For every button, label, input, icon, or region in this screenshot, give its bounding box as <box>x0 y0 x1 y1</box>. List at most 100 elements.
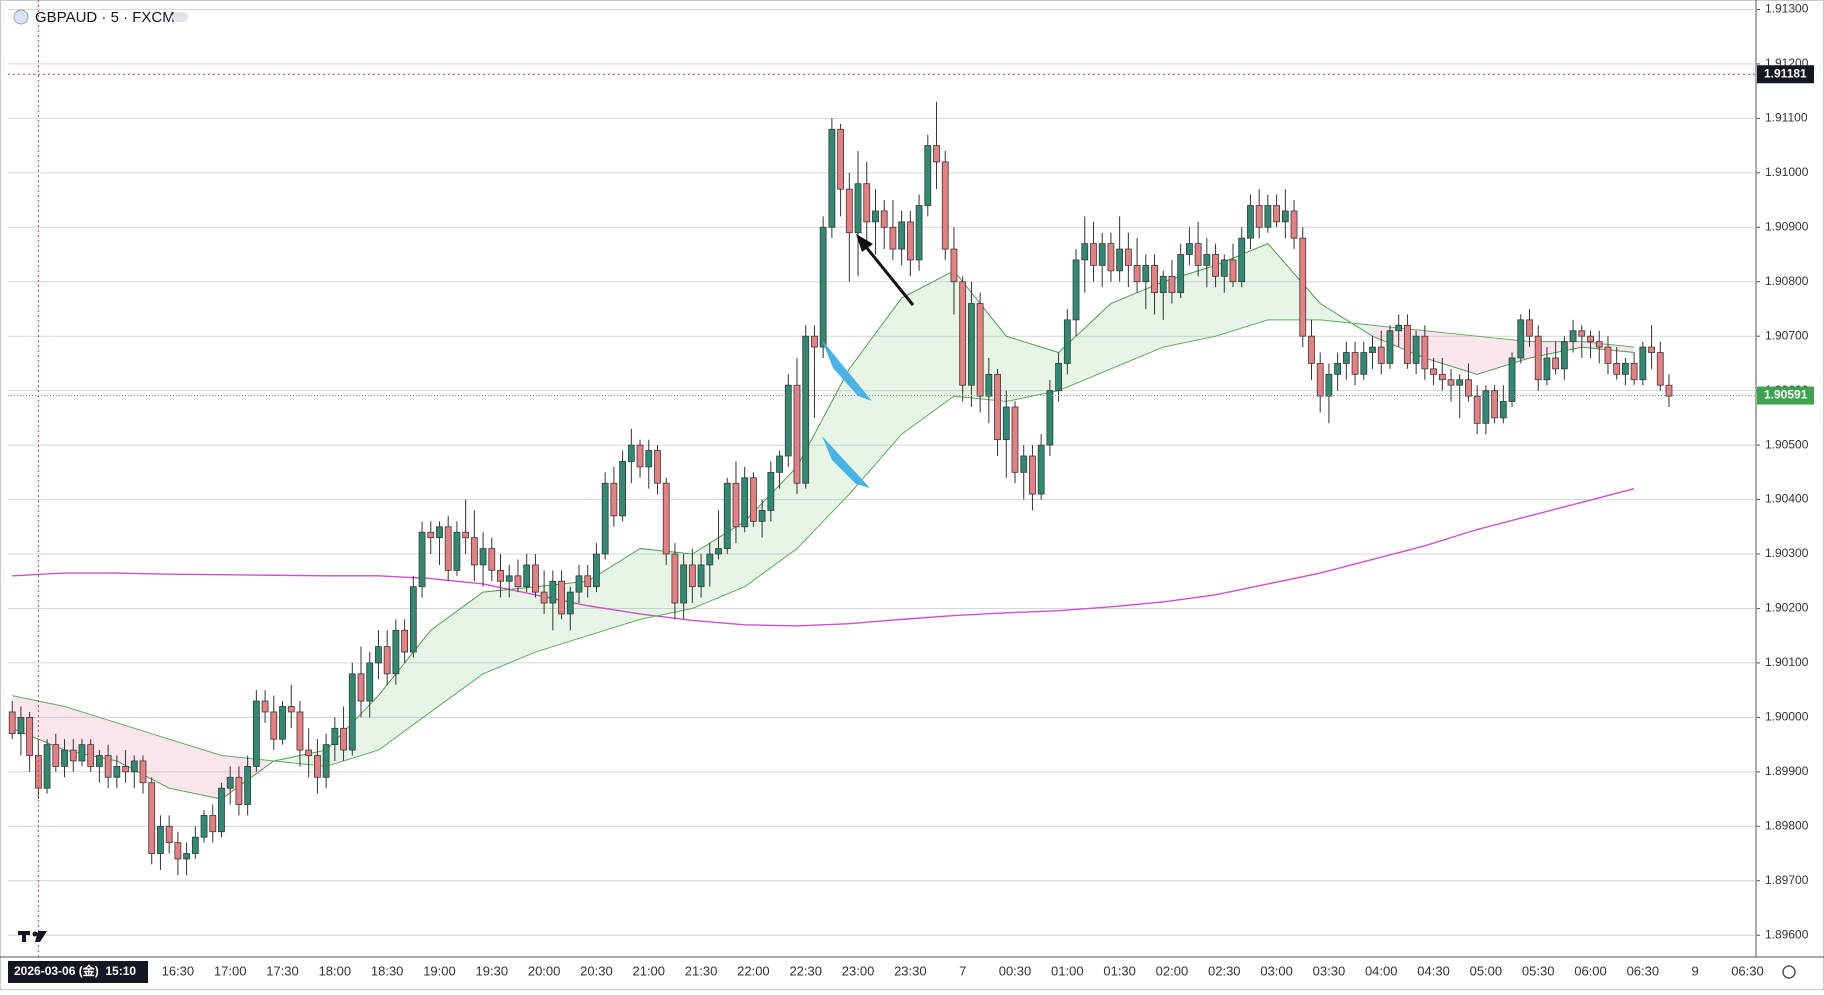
candle-body <box>584 575 592 588</box>
candle-body <box>1194 243 1202 266</box>
candle-body <box>985 373 993 397</box>
candle-body <box>1116 248 1124 272</box>
candle-body <box>87 744 95 767</box>
candle-body <box>593 553 600 588</box>
candle-body <box>383 646 391 675</box>
candle-body <box>418 531 426 588</box>
crosshair-time-box <box>8 961 148 983</box>
candle-body <box>427 531 435 539</box>
settings-icon[interactable] <box>1782 965 1796 979</box>
candle-body <box>1534 335 1542 381</box>
candle-body <box>732 482 740 528</box>
candle-body <box>375 646 382 664</box>
candle-body <box>540 591 548 604</box>
candle-body <box>1595 341 1603 348</box>
candle-body <box>793 384 801 484</box>
candle-body <box>654 450 661 484</box>
candle-body <box>279 706 286 740</box>
x-tick-label: 02:30 <box>1208 963 1241 978</box>
candle-body <box>715 548 722 555</box>
band-fill <box>1477 336 1530 375</box>
candle-body <box>174 842 182 860</box>
candle-body <box>392 629 400 675</box>
moving-average <box>12 319 1635 767</box>
candle-body <box>1063 319 1071 364</box>
candle-body <box>1473 395 1481 424</box>
x-tick-label: 17:30 <box>266 963 299 978</box>
candle-body <box>662 482 670 555</box>
candle-body <box>331 727 339 746</box>
candle-body <box>1665 384 1673 397</box>
candle-body <box>758 510 766 522</box>
y-tick-label: 1.89900 <box>1765 764 1809 778</box>
candle-body <box>863 183 871 223</box>
band-fill <box>64 706 117 761</box>
candle-body <box>1508 357 1516 402</box>
x-tick-label: 01:30 <box>1103 963 1136 978</box>
candle-body <box>741 477 749 528</box>
logo-part <box>35 931 47 942</box>
candle-body <box>601 482 609 555</box>
candle-body <box>750 477 757 522</box>
candle-body <box>968 303 975 386</box>
candle-body <box>409 586 417 653</box>
candle-body <box>191 836 199 854</box>
candle-body <box>924 145 932 206</box>
y-tick-label: 1.91300 <box>1765 2 1809 16</box>
x-tick-label: 21:00 <box>632 963 665 978</box>
candle-body <box>688 564 696 588</box>
candle-body <box>845 188 853 234</box>
blue-arrow <box>822 340 872 401</box>
collapse-pill[interactable] <box>172 12 188 22</box>
y-tick-label: 1.90400 <box>1765 492 1809 506</box>
band-fill <box>1110 281 1164 369</box>
band-fill <box>1058 303 1111 391</box>
y-tick-label: 1.90300 <box>1765 546 1809 560</box>
candle-body <box>1186 243 1193 255</box>
candle-body <box>898 221 906 250</box>
candle-body <box>244 766 252 805</box>
y-tick-label: 1.91000 <box>1765 165 1809 179</box>
candle-body <box>1238 237 1246 283</box>
x-tick-label: 20:30 <box>580 963 613 978</box>
candle-body <box>1369 346 1376 353</box>
candle-body <box>1578 330 1586 337</box>
candle-body <box>1360 352 1368 375</box>
x-tick-label: 06:00 <box>1574 963 1607 978</box>
candle-body <box>575 575 583 593</box>
candle-body <box>1351 352 1359 375</box>
x-tick-label: 17:00 <box>214 963 247 978</box>
moving-average <box>12 487 1635 627</box>
candle-body <box>828 128 836 228</box>
candle-body <box>1421 335 1429 370</box>
candle-body <box>784 384 792 457</box>
candle-body <box>933 145 940 163</box>
y-tick-label: 1.90100 <box>1765 655 1809 669</box>
x-tick-label: 9 <box>1692 963 1699 978</box>
candle-body <box>122 766 129 773</box>
x-tick-label: 7 <box>959 963 966 978</box>
candle-body <box>505 575 513 582</box>
candle-body <box>104 755 112 778</box>
candle-body <box>976 303 984 397</box>
candle-body <box>1229 259 1237 283</box>
candle-body <box>252 700 260 767</box>
candle-body <box>549 580 557 604</box>
band-fill <box>692 521 745 609</box>
candle-body <box>1055 363 1062 392</box>
header: GBPAUD · 5 · FXCM <box>13 9 188 26</box>
candle-body <box>645 450 653 468</box>
band-fill <box>797 368 850 549</box>
candle-body <box>1604 346 1612 364</box>
candle-body <box>1639 346 1647 381</box>
candle-body <box>1438 373 1446 381</box>
x-tick-label: 18:00 <box>319 963 352 978</box>
y-tick-label: 1.89700 <box>1765 873 1809 887</box>
candle-body <box>401 629 409 653</box>
candle-body <box>313 755 321 778</box>
tv-logo <box>18 931 47 942</box>
band-fill <box>430 592 484 712</box>
candle-body <box>1569 330 1577 343</box>
